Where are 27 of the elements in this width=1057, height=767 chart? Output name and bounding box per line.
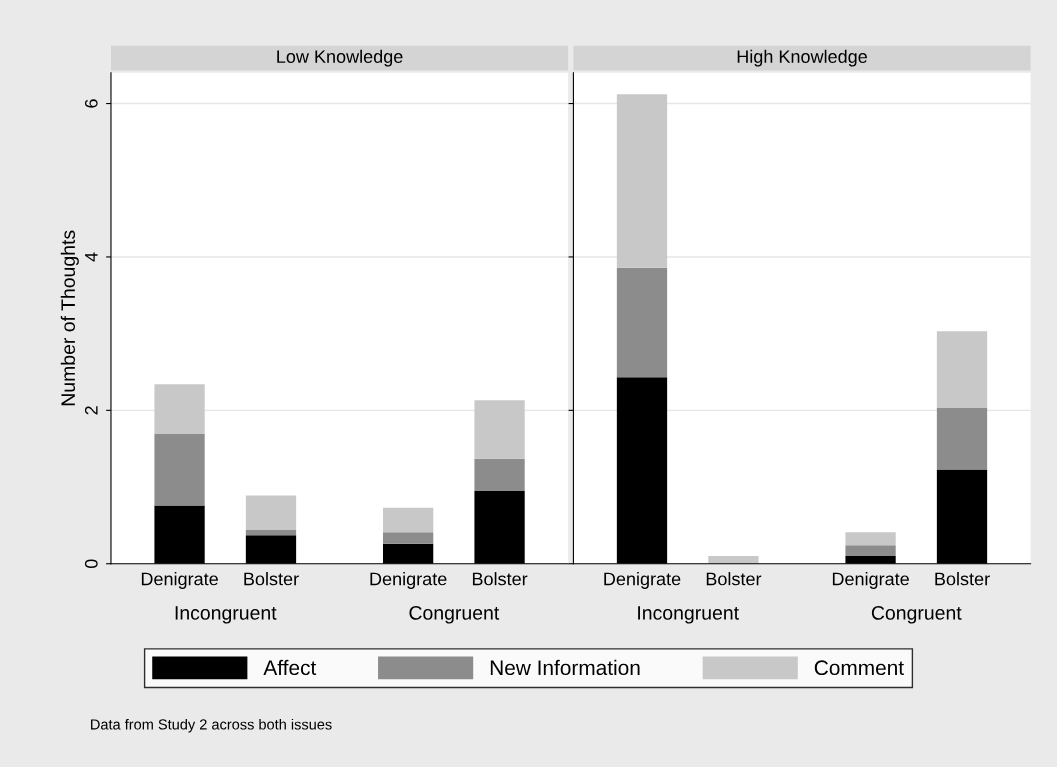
text: Data from Study 2 across both issues	[91, 718, 332, 733]
bar	[936, 331, 988, 409]
text: Incongruent	[175, 606, 277, 624]
x-tick-label: Bolster	[472, 572, 528, 586]
x-tick-label: Bolster	[935, 572, 990, 586]
legend-label: Comment	[814, 660, 904, 676]
chart-title: Low Knowledge	[277, 49, 403, 67]
bar	[936, 408, 988, 470]
x-tick-label: Bolster	[706, 572, 762, 586]
legend-label: New Information	[490, 659, 640, 676]
text: Congruent	[409, 605, 500, 624]
y-tick-label: 0	[84, 559, 98, 569]
y-tick-label: 4	[85, 252, 98, 262]
bar	[616, 94, 668, 268]
x-tick-label: Bolster	[244, 572, 299, 586]
chart-title: High Knowledge	[737, 49, 867, 67]
x-tick-label: Denigrate	[604, 572, 681, 589]
text: Incongruent	[638, 606, 739, 624]
y-axis-title: Number of Thoughts	[60, 230, 79, 406]
text: Congruent	[871, 605, 962, 624]
y-tick-label: 6	[84, 99, 98, 108]
x-tick-label: Denigrate	[370, 572, 447, 589]
y-tick-label: 2	[84, 406, 98, 415]
bar	[616, 267, 668, 378]
x-tick-label: Denigrate	[141, 572, 218, 589]
legend-label: Affect	[263, 659, 317, 676]
x-tick-label: Denigrate	[832, 572, 909, 589]
